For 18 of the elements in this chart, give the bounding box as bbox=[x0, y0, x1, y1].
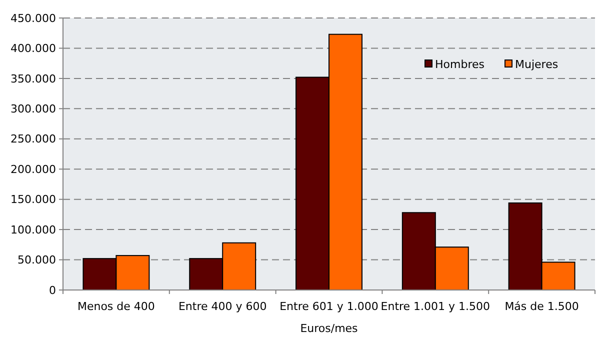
y-tick-label: 50.000 bbox=[18, 254, 56, 267]
x-tick-label: Entre 1.001 y 1.500 bbox=[380, 300, 490, 313]
y-tick-label: 100.000 bbox=[10, 223, 56, 236]
y-tick-label: 200.000 bbox=[10, 162, 56, 176]
y-tick-label: 350.000 bbox=[10, 72, 56, 86]
legend-label: Mujeres bbox=[515, 58, 558, 71]
y-tick-label: 400.000 bbox=[10, 42, 56, 56]
y-tick-label: 450.000 bbox=[10, 12, 56, 25]
x-tick-label: Entre 400 y 600 bbox=[178, 300, 267, 313]
x-tick-label: Más de 1.500 bbox=[504, 300, 579, 313]
x-axis-title: Euros/mes bbox=[300, 322, 358, 335]
y-tick-label: 300.000 bbox=[10, 102, 56, 116]
y-tick-label: 250.000 bbox=[10, 132, 56, 146]
y-tick-label: 150.000 bbox=[10, 193, 56, 206]
x-tick-label: Entre 601 y 1.000 bbox=[280, 300, 378, 313]
x-tick-label: Menos de 400 bbox=[77, 300, 155, 313]
legend-label: Hombres bbox=[435, 58, 485, 71]
y-tick-label: 0 bbox=[49, 284, 56, 297]
